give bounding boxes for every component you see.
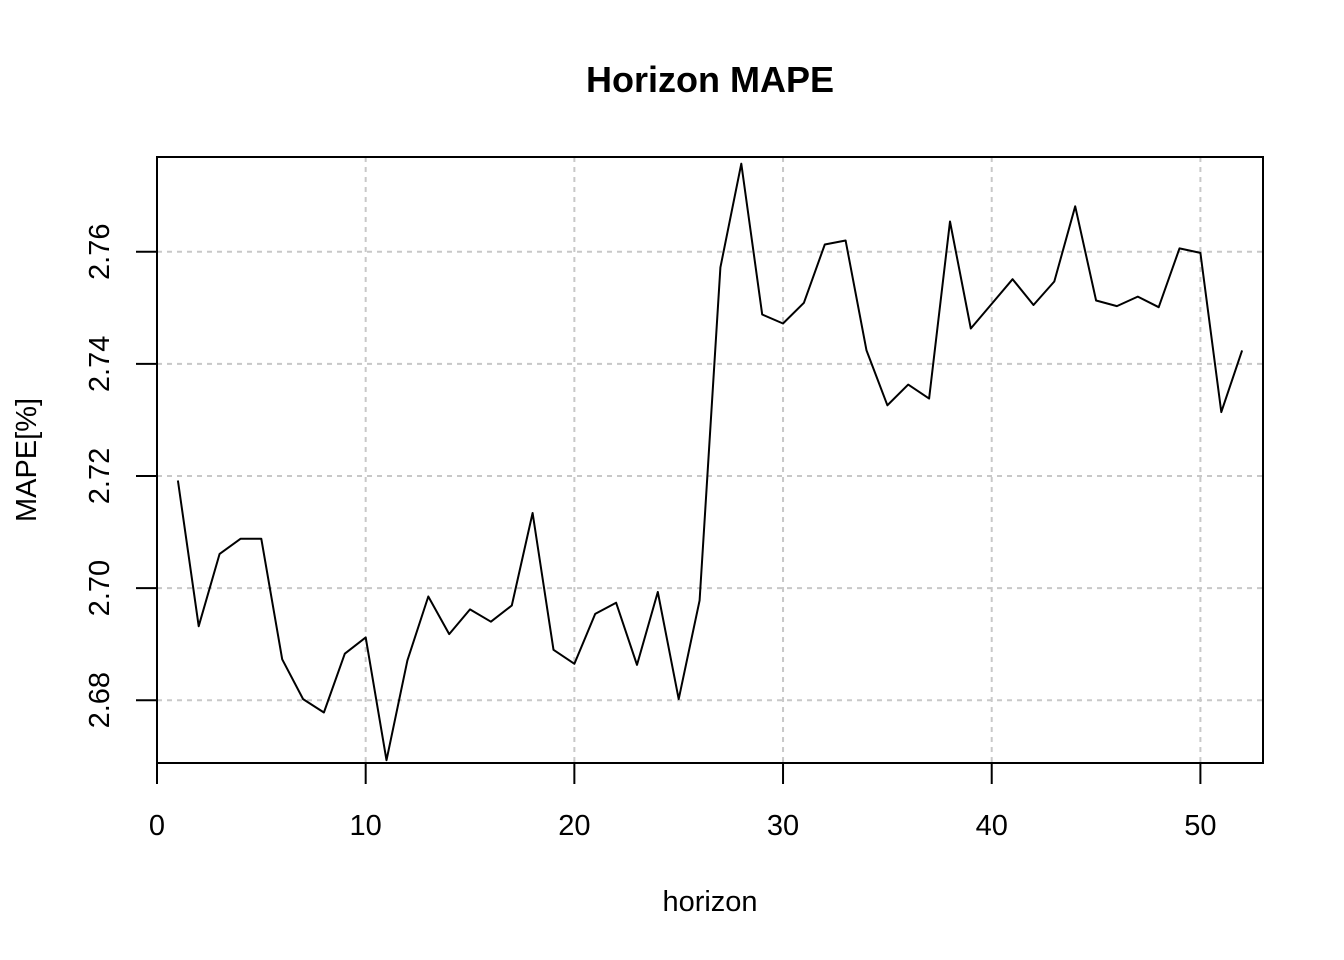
x-axis-label: horizon — [662, 886, 757, 918]
series — [178, 164, 1242, 761]
y-tick-label: 2.72 — [84, 448, 116, 504]
chart-title: Horizon MAPE — [586, 59, 834, 100]
y-tick-label: 2.70 — [84, 560, 116, 616]
y-axis-label: MAPE[%] — [11, 398, 43, 522]
plot-frame — [157, 157, 1263, 763]
x-axis: 0 10 20 30 40 50 — [149, 763, 1217, 842]
y-tick-label: 2.76 — [84, 224, 116, 280]
x-tick-label: 40 — [976, 810, 1008, 842]
x-tick-label: 20 — [558, 810, 590, 842]
grid — [157, 157, 1263, 763]
x-tick-label: 50 — [1184, 810, 1216, 842]
x-tick-label: 30 — [767, 810, 799, 842]
y-tick-label: 2.74 — [84, 336, 116, 392]
x-tick-label: 10 — [350, 810, 382, 842]
y-axis: 2.68 2.70 2.72 2.74 2.76 — [84, 224, 157, 729]
x-tick-label: 0 — [149, 810, 165, 842]
series-line-mape — [178, 164, 1242, 761]
y-tick-label: 2.68 — [84, 672, 116, 728]
